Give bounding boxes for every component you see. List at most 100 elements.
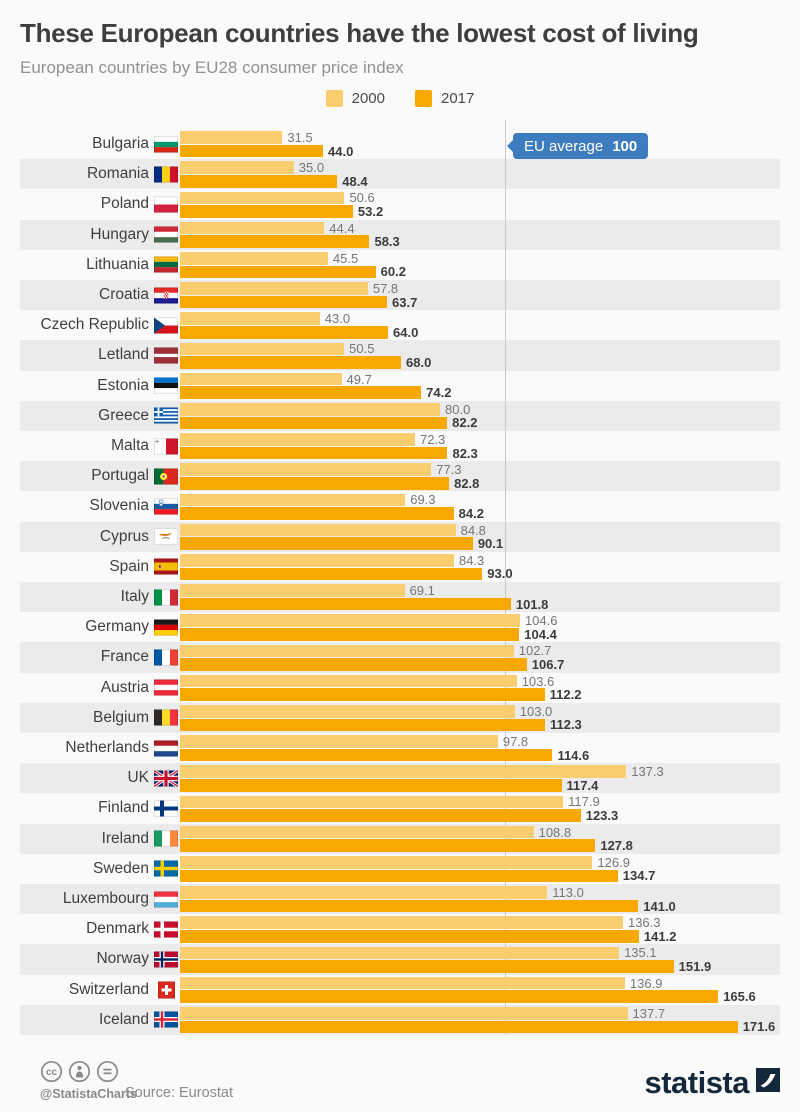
flag-bg-icon bbox=[154, 136, 178, 153]
country-row-at: Austria 103.6 112.2 bbox=[0, 673, 800, 703]
value-label-2017: 165.6 bbox=[723, 989, 756, 1005]
bar-2017 bbox=[180, 869, 618, 883]
country-row-nl: Netherlands 97.8 114.6 bbox=[0, 733, 800, 763]
value-label-2000: 50.5 bbox=[349, 341, 375, 357]
value-label-2017: 141.0 bbox=[643, 898, 676, 914]
eu-average-badge: EU average 100 bbox=[507, 133, 649, 159]
country-row-cy: Cyprus 84.8 90.1 bbox=[0, 521, 800, 552]
value-label-2000: 104.6 bbox=[524, 613, 558, 629]
flag-ie-icon bbox=[154, 830, 178, 847]
value-label-2000: 113.0 bbox=[552, 884, 584, 900]
flag-cy-icon bbox=[154, 528, 178, 545]
flag-lt-icon bbox=[154, 256, 178, 273]
flag-de-icon bbox=[154, 619, 178, 636]
flag-fi-icon bbox=[154, 800, 178, 817]
country-row-se: Sweden 126.9 134.7 bbox=[0, 854, 800, 884]
value-label-2000: 103.6 bbox=[521, 673, 555, 689]
bar-2000 bbox=[180, 372, 342, 386]
bar-2017 bbox=[180, 748, 553, 762]
country-name: Czech Republic bbox=[40, 316, 149, 334]
flag-ee-icon bbox=[154, 377, 178, 394]
flag-hu-icon bbox=[154, 226, 178, 243]
country-name: Greece bbox=[98, 406, 149, 424]
value-label-2000: 137.3 bbox=[631, 764, 664, 780]
value-label-2017: 101.8 bbox=[515, 596, 549, 612]
country-row-ro: Romania 35.0 48.4 bbox=[0, 159, 800, 190]
country-name: Croatia bbox=[99, 286, 149, 304]
country-name: Iceland bbox=[99, 1010, 149, 1028]
value-label-2017: 117.4 bbox=[566, 777, 599, 793]
country-name: Letland bbox=[98, 346, 149, 364]
bar-2000 bbox=[180, 553, 454, 567]
flag-uk-icon bbox=[154, 770, 178, 787]
source-text: Source: Eurostat bbox=[125, 1085, 233, 1101]
country-name: Netherlands bbox=[65, 739, 149, 757]
country-row-be: Belgium 103.0 112.3 bbox=[0, 702, 800, 733]
bar-2017 bbox=[180, 567, 483, 581]
flag-si-icon bbox=[154, 498, 178, 515]
bar-2000 bbox=[180, 1006, 628, 1020]
by-person-icon[interactable] bbox=[68, 1060, 91, 1088]
country-name: Hungary bbox=[90, 225, 149, 243]
statista-charts-handle[interactable]: @StatistaCharts bbox=[40, 1087, 137, 1101]
bar-2000 bbox=[180, 523, 456, 537]
bar-2000 bbox=[180, 976, 625, 990]
country-row-is: Iceland 137.7 171.6 bbox=[0, 1004, 800, 1035]
value-label-2017: 44.0 bbox=[328, 143, 354, 159]
country-name: Switzerland bbox=[68, 980, 149, 998]
country-row-gr: Greece 80.0 82.2 bbox=[0, 400, 800, 431]
bar-2000 bbox=[180, 161, 294, 174]
row-band bbox=[20, 219, 780, 250]
bar-2000 bbox=[180, 704, 515, 718]
bar-2000 bbox=[180, 402, 440, 416]
flag-lu-icon bbox=[154, 891, 178, 908]
country-row-no: Norway 135.1 151.9 bbox=[0, 944, 800, 975]
bar-2017 bbox=[180, 144, 323, 158]
value-label-2000: 57.8 bbox=[372, 280, 399, 296]
legend-label-2000: 2000 bbox=[351, 90, 385, 107]
nd-equals-icon[interactable] bbox=[96, 1060, 119, 1088]
country-row-de: Germany 104.6 104.4 bbox=[0, 612, 800, 642]
statista-logo[interactable]: statista bbox=[644, 1067, 780, 1098]
flag-at-icon bbox=[154, 679, 178, 696]
bar-2000 bbox=[180, 433, 415, 446]
license-icons[interactable]: cc bbox=[40, 1060, 119, 1088]
bar-2017 bbox=[180, 597, 511, 611]
value-label-2000: 80.0 bbox=[445, 401, 471, 417]
country-name: Bulgaria bbox=[92, 135, 149, 153]
value-label-2017: 93.0 bbox=[487, 566, 513, 582]
flag-nl-icon bbox=[154, 740, 178, 757]
bar-2000 bbox=[180, 463, 432, 476]
cc-icon[interactable]: cc bbox=[40, 1060, 63, 1088]
value-label-2017: 68.0 bbox=[406, 354, 432, 370]
bar-2000 bbox=[180, 886, 548, 899]
bar-2000 bbox=[180, 674, 517, 688]
bar-2017 bbox=[180, 778, 562, 792]
row-band bbox=[20, 159, 780, 190]
country-row-dk: Denmark 136.3 141.2 bbox=[0, 914, 800, 944]
flag-es-icon bbox=[154, 558, 178, 575]
flag-hr-icon bbox=[154, 287, 178, 304]
value-label-2017: 104.4 bbox=[524, 626, 557, 642]
country-row-lv: Letland 50.5 68.0 bbox=[0, 340, 800, 371]
flag-lv-icon bbox=[154, 347, 178, 364]
bar-2000 bbox=[180, 825, 534, 839]
flag-pl-icon bbox=[154, 196, 178, 213]
legend-item-2017: 2017 bbox=[415, 90, 474, 107]
bar-2017 bbox=[180, 929, 639, 943]
bar-2000 bbox=[180, 795, 564, 809]
value-label-2000: 35.0 bbox=[298, 160, 325, 176]
value-label-2017: 127.8 bbox=[600, 838, 633, 854]
bar-2017 bbox=[180, 446, 448, 460]
value-label-2017: 134.7 bbox=[622, 868, 656, 884]
value-label-2017: 74.2 bbox=[426, 385, 452, 401]
badge-arrow-icon bbox=[507, 140, 513, 152]
flag-fr-icon bbox=[154, 649, 178, 666]
value-label-2000: 136.9 bbox=[629, 975, 663, 991]
bar-2017 bbox=[180, 174, 338, 188]
value-label-2000: 69.1 bbox=[409, 582, 435, 598]
country-name: Belgium bbox=[93, 708, 149, 726]
country-row-fi: Finland 117.9 123.3 bbox=[0, 793, 800, 823]
bar-2000 bbox=[180, 131, 283, 144]
bar-2000 bbox=[180, 282, 368, 295]
